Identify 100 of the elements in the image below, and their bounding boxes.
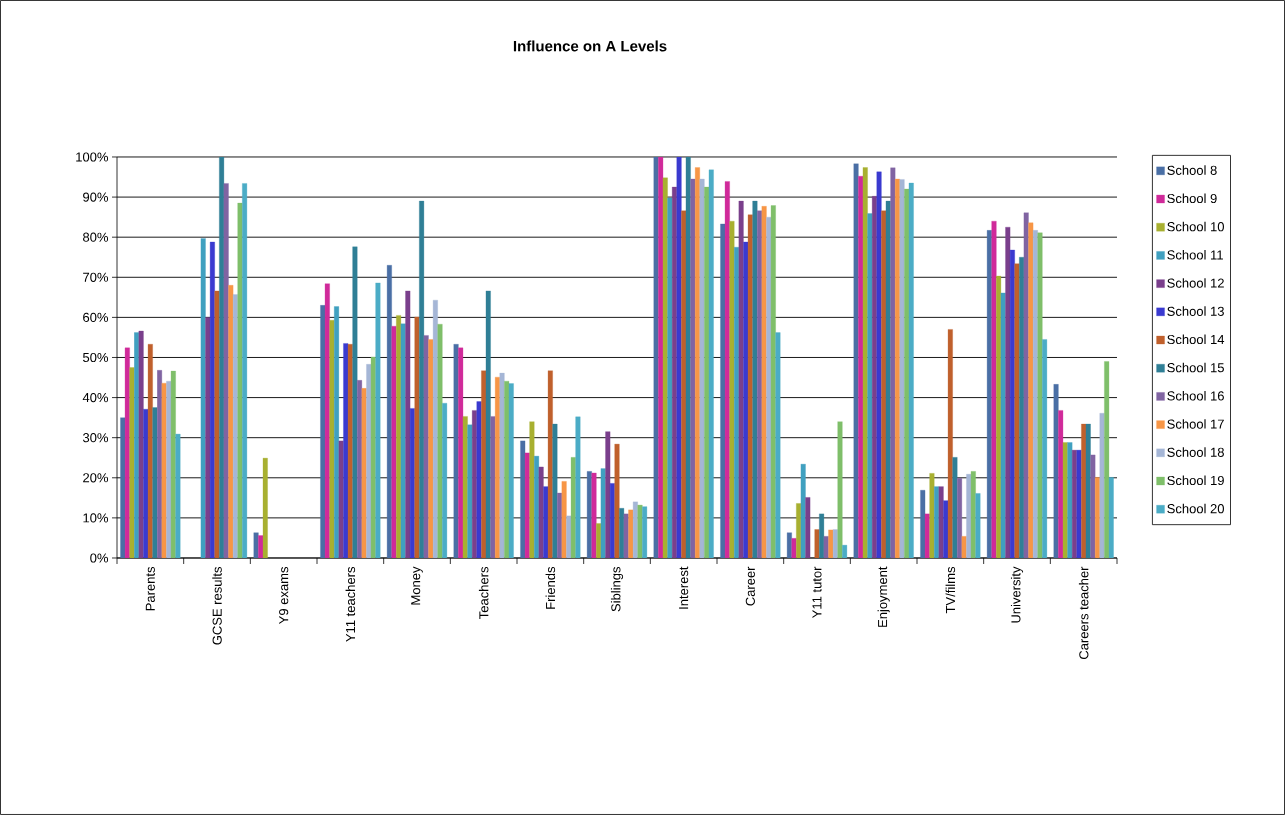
bar: [667, 197, 673, 558]
bar: [842, 545, 848, 558]
legend-label: School 19: [1167, 475, 1224, 486]
bar: [329, 320, 335, 558]
bar: [161, 383, 167, 558]
y-tick-label: 0%: [90, 553, 109, 563]
legend-label: School 13: [1167, 306, 1224, 316]
bar: [1042, 339, 1048, 558]
x-tick-label: University: [1010, 566, 1024, 623]
bar: [552, 423, 558, 558]
bar: [961, 536, 967, 558]
bar: [819, 513, 825, 558]
y-tick-label: 40%: [82, 392, 109, 403]
legend-label: School 20: [1167, 503, 1224, 514]
bar: [885, 200, 891, 558]
bar: [423, 335, 429, 558]
bar: [175, 433, 181, 558]
y-tick-label: 90%: [83, 192, 109, 202]
bar: [1053, 384, 1059, 558]
bar: [908, 182, 914, 558]
legend-label: School 12: [1167, 278, 1224, 288]
legend-label: School 10: [1167, 221, 1224, 232]
bar: [653, 156, 659, 558]
bar: [952, 457, 958, 558]
x-tick-label: Interest: [679, 566, 689, 609]
bar: [867, 213, 873, 558]
x-tick-label: Enjoyment: [877, 566, 890, 627]
bar: [442, 403, 448, 558]
bar: [890, 167, 896, 558]
bar: [1062, 442, 1068, 558]
bar: [876, 171, 882, 558]
bar: [485, 290, 491, 558]
x-tick-label: TV/films: [945, 566, 956, 614]
y-tick-label: 10%: [83, 513, 109, 523]
bar: [642, 506, 648, 558]
bar: [1085, 423, 1091, 558]
bar: [775, 332, 781, 558]
y-tick-label: 20%: [83, 473, 109, 483]
bar: [490, 416, 496, 558]
bar: [361, 388, 367, 558]
bar: [152, 407, 158, 558]
legend-label: School 18: [1167, 447, 1224, 457]
bar: [752, 200, 758, 558]
bar: [334, 306, 339, 558]
legend-label: School 15: [1167, 362, 1224, 373]
x-tick-label: GCSE results: [212, 566, 222, 645]
bar: [561, 481, 567, 558]
bar: [685, 156, 691, 558]
bar: [375, 282, 381, 558]
bar: [690, 178, 696, 558]
x-tick-label: Friends: [545, 566, 556, 609]
x-tick-label: Y11 tutor: [812, 566, 822, 619]
bar: [957, 478, 962, 558]
bar: [862, 167, 868, 558]
bar: [1023, 212, 1029, 558]
bar: [823, 536, 829, 558]
bar: [467, 424, 473, 558]
bar: [223, 183, 229, 558]
bar: [1090, 454, 1096, 558]
x-tick-label: Career: [745, 566, 755, 606]
y-tick-label: 80%: [83, 232, 109, 242]
y-tick-label: 60%: [83, 312, 109, 322]
x-tick-label: Money: [411, 566, 423, 605]
x-tick-label: Careers teacher: [1078, 566, 1089, 660]
bar: [262, 457, 268, 558]
legend-label: School 16: [1167, 390, 1224, 401]
y-tick-label: 100%: [76, 152, 109, 162]
bar: [476, 401, 482, 558]
chart-title: Influence on A Levels: [513, 40, 667, 52]
bar: [929, 473, 935, 558]
legend-label: School 9: [1167, 193, 1217, 204]
x-tick-label: Teachers: [478, 566, 489, 619]
bar: [975, 493, 981, 558]
legend-label: School 8: [1167, 165, 1217, 175]
bar: [575, 416, 581, 558]
bar: [1067, 442, 1073, 558]
bar: [462, 416, 468, 558]
x-tick-label: Parents: [145, 566, 155, 611]
y-tick-label: 30%: [82, 433, 109, 443]
bar: [729, 220, 735, 558]
bar: [853, 163, 859, 558]
bar: [508, 383, 514, 558]
x-tick-label: Y9 exams: [279, 566, 289, 625]
bar: [529, 421, 535, 558]
bar: [1076, 449, 1082, 558]
bar: [761, 206, 767, 558]
bar: [253, 532, 259, 558]
bar: [623, 513, 629, 558]
legend-label: School 17: [1167, 419, 1224, 429]
bar: [708, 169, 714, 558]
legend-label: School 11: [1167, 249, 1223, 260]
bar: [352, 246, 358, 558]
bar: [453, 344, 459, 558]
bar: [676, 156, 682, 558]
legend-label: School 14: [1167, 334, 1225, 345]
bar: [129, 367, 135, 558]
bar: [1108, 477, 1114, 558]
bar: [662, 177, 668, 558]
y-tick-label: 50%: [82, 352, 109, 363]
bar: [419, 200, 425, 558]
